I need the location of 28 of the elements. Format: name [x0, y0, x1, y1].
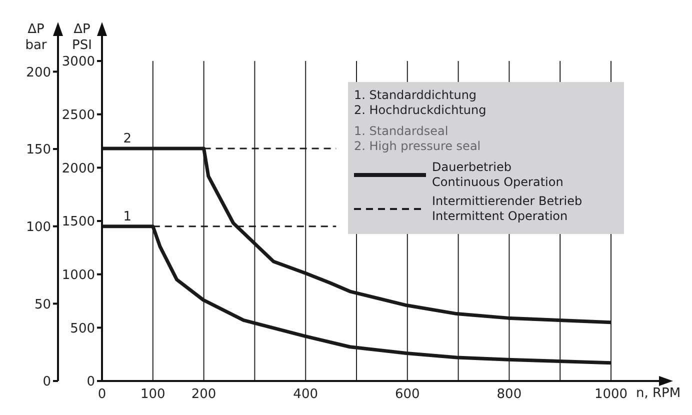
x-tick-label: 200: [191, 387, 216, 402]
y-tick-label: 2500: [62, 108, 95, 123]
y-axis-title: ΔP PSI: [71, 22, 93, 54]
y-tick-label: 1000: [62, 268, 95, 283]
x-axis-title: n, RPM: [636, 386, 681, 401]
annotation: 1. Standarddichtung 2. Hochdruckdichtung: [354, 88, 488, 118]
y2-tick-label: 0: [42, 374, 51, 390]
x-tick-label: 600: [394, 387, 420, 402]
x-tick-label: 400: [293, 387, 318, 402]
y2-axis-title: ΔP bar: [24, 22, 48, 54]
legend-label: Intermittierender Betrieb Intermittent Operation: [432, 194, 582, 224]
y-tick-label: 500: [70, 321, 95, 336]
y2-tick-label: 50: [34, 297, 51, 312]
y-tick-label: 3000: [62, 54, 95, 70]
y-tick-label: 1500: [62, 214, 95, 230]
legend-label: Dauerbetrieb Continuous Operation: [432, 160, 564, 190]
x-tick-label: 100: [140, 387, 166, 402]
x-tick-label: 0: [98, 387, 106, 402]
y-tick-label: 2000: [62, 161, 95, 176]
x-tick-label: 800: [496, 387, 522, 402]
x-tick-label: 1000: [594, 387, 628, 402]
y-tick-label: 0: [86, 374, 95, 390]
annotation: 1. Standardseal 2. High pressure seal: [354, 124, 482, 154]
y2-tick-label: 150: [26, 142, 51, 158]
y2-tick-label: 100: [26, 220, 51, 235]
annotation: 1: [123, 209, 132, 224]
y2-tick-label: 200: [26, 65, 51, 80]
annotation: 2: [123, 131, 132, 146]
